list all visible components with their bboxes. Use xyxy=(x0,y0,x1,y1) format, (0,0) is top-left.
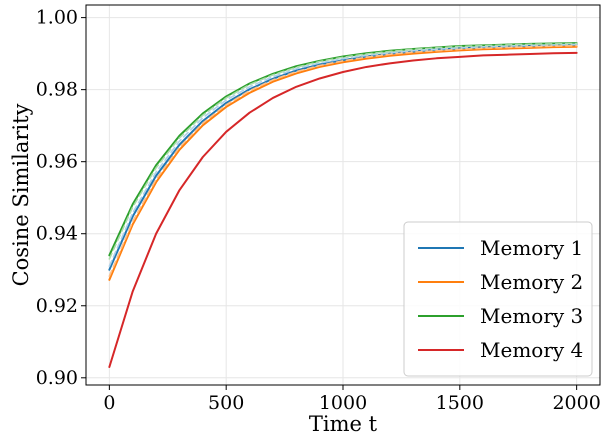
legend-label: Memory 4 xyxy=(480,338,583,362)
series-layer xyxy=(108,42,578,368)
series-line-memory-2 xyxy=(108,45,578,281)
y-tick-label: 0.90 xyxy=(36,367,78,389)
legend-label: Memory 1 xyxy=(480,236,583,260)
x-tick-label: 0 xyxy=(103,392,115,414)
legend-label: Memory 3 xyxy=(480,304,583,328)
x-tick-label: 500 xyxy=(208,392,244,414)
legend-label: Memory 2 xyxy=(480,270,583,294)
grid xyxy=(86,5,600,385)
legend-box xyxy=(403,221,593,377)
x-tick-label: 1000 xyxy=(319,392,367,414)
y-tick-label: 0.94 xyxy=(36,223,78,245)
x-axis-label: Time t xyxy=(309,412,378,436)
series-line-memory-1-reference xyxy=(108,43,578,267)
axis-ticks: 0 500 1000 1500 2000 0.90 0.92 0.94 0.96 0.98 1.00 xyxy=(36,7,601,414)
y-axis-label: Cosine Similarity xyxy=(9,103,33,286)
series-line-memory-3-reference xyxy=(108,42,578,260)
y-tick-label: 1.00 xyxy=(36,7,78,29)
y-tick-label: 0.96 xyxy=(36,151,78,173)
y-tick-label: 0.92 xyxy=(36,295,78,317)
legend: Memory 1 Memory 2 Memory 3 Memory 4 xyxy=(403,221,593,377)
series-line-memory-1 xyxy=(108,43,578,271)
series-line-memory-4 xyxy=(108,51,578,368)
series-line-memory-2-reference xyxy=(108,44,578,278)
y-tick-label: 0.98 xyxy=(36,79,78,101)
x-tick-label: 2000 xyxy=(552,392,600,414)
x-tick-label: 1500 xyxy=(436,392,484,414)
